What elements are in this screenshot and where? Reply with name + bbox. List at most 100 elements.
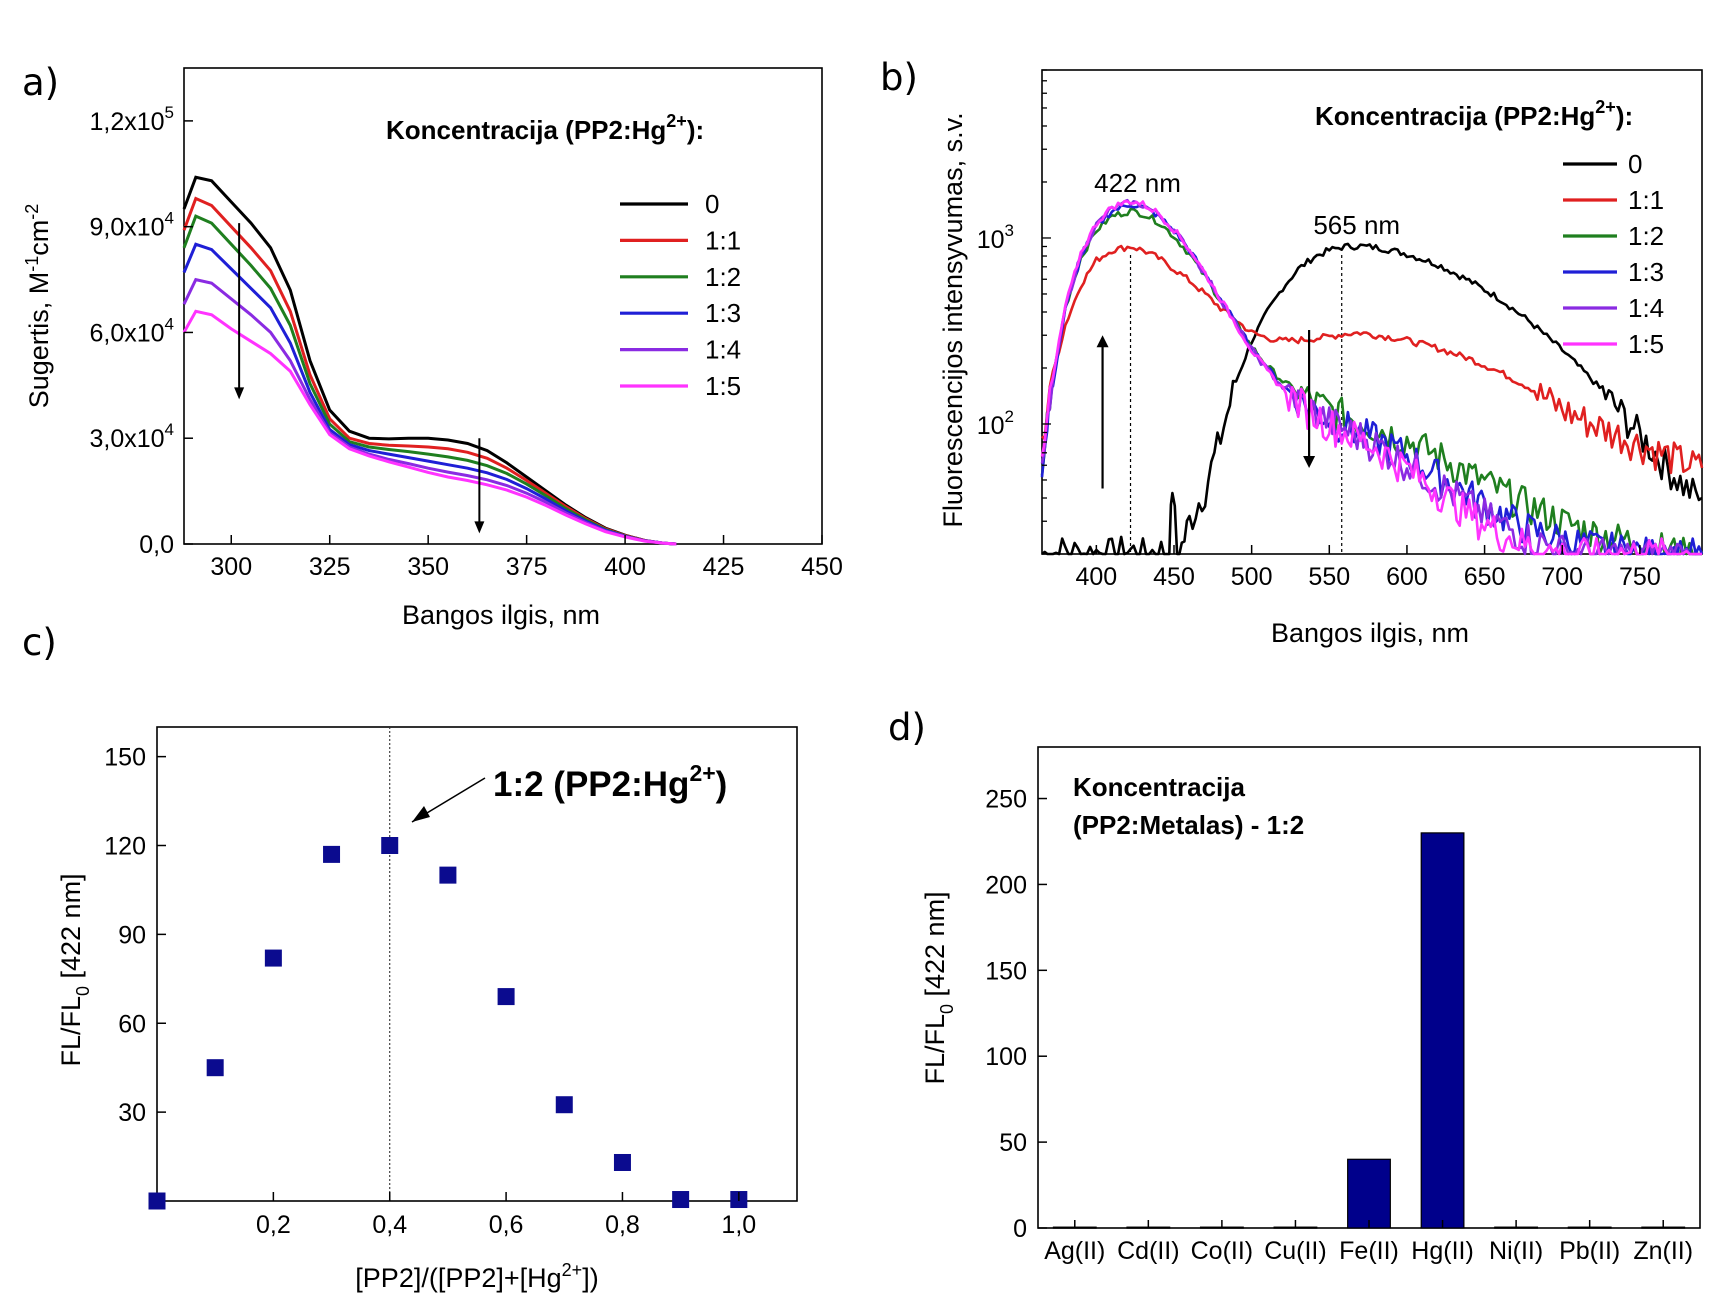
panel-a-arrow-head [234, 387, 245, 400]
panel-d-bar-hgii [1420, 832, 1465, 1229]
panel-a-arrows [234, 223, 485, 534]
panel-a-x-tick-label: 425 [703, 553, 745, 581]
panel-c-point [323, 845, 341, 863]
panel-a: a) 300 325 350 375 400 425 450 0,0 3,0x104 6,0x1… [22, 61, 843, 630]
panel-b-y-tick-label: 103 [977, 221, 1014, 254]
panel-d-bar-feii [1347, 1158, 1391, 1229]
panel-d-y-tick-label: 0 [1013, 1215, 1027, 1243]
panel-b-legend-label: 1:2 [1628, 221, 1664, 251]
panel-a-series-1-5 [182, 309, 677, 546]
panel-c-point [497, 988, 515, 1006]
panel-a-legend-title: Koncentracija (PP2:Hg2+): [386, 111, 704, 145]
panel-a-letter: a) [22, 61, 59, 104]
panel-d-y-axis-title: FL/FL0 [422 nm] [920, 891, 957, 1084]
panel-b-arrow-head [1096, 335, 1109, 348]
panel-a-legend: 0 1:1 1:2 1:3 1:4 1:5 [620, 189, 741, 401]
panel-d-y-tick-label: 200 [985, 871, 1027, 899]
panel-b-x-tick-label: 650 [1464, 563, 1506, 591]
panel-b-legend-label: 1:3 [1628, 257, 1664, 287]
panel-c-y-tick-label: 90 [118, 921, 146, 949]
panel-d-letter: d) [888, 706, 926, 749]
panel-c-frame [156, 726, 798, 1202]
panel-a-arrow-head [474, 521, 485, 534]
panel-d-y-tick-label: 250 [985, 786, 1027, 814]
panel-b-legend-label: 1:4 [1628, 293, 1664, 323]
panel-c-point [381, 837, 399, 854]
panel-a-y-tick-label: 3,0x104 [89, 420, 174, 453]
panel-c-y-tick-label: 120 [104, 833, 146, 861]
panel-a-series-0 [182, 175, 677, 546]
panel-b-annotation-label: 565 nm [1313, 210, 1400, 240]
panel-a-legend-label: 1:3 [705, 298, 741, 328]
panel-d-x-tick-label: Ni(II) [1489, 1237, 1543, 1265]
panel-a-series [182, 175, 677, 546]
panel-b-x-tick-label: 750 [1619, 563, 1661, 591]
panel-a-frame [183, 67, 823, 545]
panel-c-point [148, 1192, 166, 1210]
panel-a-x-tick-label: 375 [506, 553, 548, 581]
panel-c-y-axis-title: FL/FL0 [422 nm] [56, 873, 93, 1066]
panel-c-points [148, 837, 748, 1210]
panel-a-y-tick-label: 0,0 [139, 531, 174, 559]
panel-d-y-ticks: 0 50 100 150 200 250 [985, 786, 1047, 1243]
panel-b: b) 400 450 500 550 600 650 700 750 102 103 422 n… [880, 56, 1704, 648]
panel-b-series-1-1 [1041, 244, 1704, 475]
panel-c-x-tick-label: 1,0 [721, 1211, 756, 1239]
panel-c-y-tick-label: 60 [118, 1010, 146, 1038]
panel-c-y-ticks: 30 60 90 120 150 [104, 744, 166, 1127]
panel-a-x-tick-label: 350 [407, 553, 449, 581]
panel-c-point [264, 949, 282, 967]
panel-a-x-tick-label: 400 [604, 553, 646, 581]
panel-d-x-tick-label: Hg(II) [1411, 1237, 1474, 1265]
panel-b-annotation-label: 422 nm [1094, 168, 1181, 198]
panel-a-legend-label: 1:4 [705, 335, 741, 365]
panel-d-legend-line-1: Koncentracija [1073, 772, 1245, 802]
panel-b-x-tick-label: 700 [1541, 563, 1583, 591]
panel-c: c) 0,2 0,4 0,6 0,8 1,0 30 60 90 120 150 1:2 (PP2… [22, 621, 798, 1293]
panel-c-point [555, 1096, 573, 1114]
panel-d: d) Ag(II) Cd(II) Co(II) Cu(II) Fe(II) Hg(II) N… [888, 706, 1701, 1265]
panel-b-letter: b) [880, 56, 918, 99]
panel-a-x-ticks: 300 325 350 375 400 425 450 [210, 535, 843, 581]
panel-d-y-tick-label: 150 [985, 957, 1027, 985]
panel-c-point [613, 1153, 631, 1171]
panel-b-legend-label: 1:5 [1628, 329, 1664, 359]
panel-b-x-ticks: 400 450 500 550 600 650 700 750 [1075, 545, 1661, 591]
panel-b-x-tick-label: 600 [1386, 563, 1428, 591]
panel-b-series-1-5 [1040, 200, 1702, 556]
panel-d-bars [1052, 832, 1686, 1229]
panel-b-x-tick-label: 400 [1075, 563, 1117, 591]
panel-a-legend-label: 1:1 [705, 225, 741, 255]
panel-c-point [672, 1191, 690, 1209]
panel-d-x-ticks: Ag(II) Cd(II) Co(II) Cu(II) Fe(II) Hg(II) Ni(I… [1044, 1220, 1693, 1265]
panel-b-series-1-4 [1040, 198, 1702, 556]
panel-c-x-tick-label: 0,8 [605, 1211, 640, 1239]
panel-d-x-tick-label: Cd(II) [1117, 1237, 1180, 1265]
panel-b-legend: 0 1:1 1:2 1:3 1:4 1:5 [1563, 149, 1664, 359]
panel-b-legend-label: 1:1 [1628, 185, 1664, 215]
panel-a-x-tick-label: 450 [801, 553, 843, 581]
panel-b-annotations: 422 nm 565 nm [1094, 168, 1400, 240]
panel-c-x-ticks: 0,2 0,4 0,6 0,8 1,0 [256, 1192, 756, 1239]
panel-d-x-tick-label: Ag(II) [1044, 1237, 1105, 1265]
panel-c-x-tick-label: 0,6 [489, 1211, 524, 1239]
panel-b-y-tick-label: 102 [977, 407, 1014, 440]
panel-a-legend-label: 1:2 [705, 262, 741, 292]
panel-b-arrow-head [1303, 455, 1316, 468]
panel-c-annotation: 1:2 (PP2:Hg2+) [493, 760, 727, 804]
panel-d-x-tick-label: Zn(II) [1633, 1237, 1693, 1265]
panel-b-x-axis-title: Bangos ilgis, nm [1271, 618, 1469, 648]
panel-b-x-tick-label: 500 [1231, 563, 1273, 591]
panel-c-x-tick-label: 0,4 [372, 1211, 407, 1239]
panel-a-y-axis-title: Sugertis, M-1cm-2 [22, 204, 54, 409]
panel-b-x-tick-label: 550 [1308, 563, 1350, 591]
panel-a-y-tick-label: 1,2x105 [89, 103, 174, 136]
panel-a-y-tick-label: 6,0x104 [89, 314, 174, 347]
panel-b-series [1040, 198, 1704, 556]
panel-b-legend-title: Koncentracija (PP2:Hg2+): [1315, 97, 1633, 131]
panel-a-legend-label: 0 [705, 189, 719, 219]
panel-d-x-tick-label: Pb(II) [1559, 1237, 1620, 1265]
panel-a-x-tick-label: 325 [309, 553, 351, 581]
panel-b-series-0 [1041, 242, 1703, 556]
panel-b-series-1-3 [1040, 203, 1704, 556]
